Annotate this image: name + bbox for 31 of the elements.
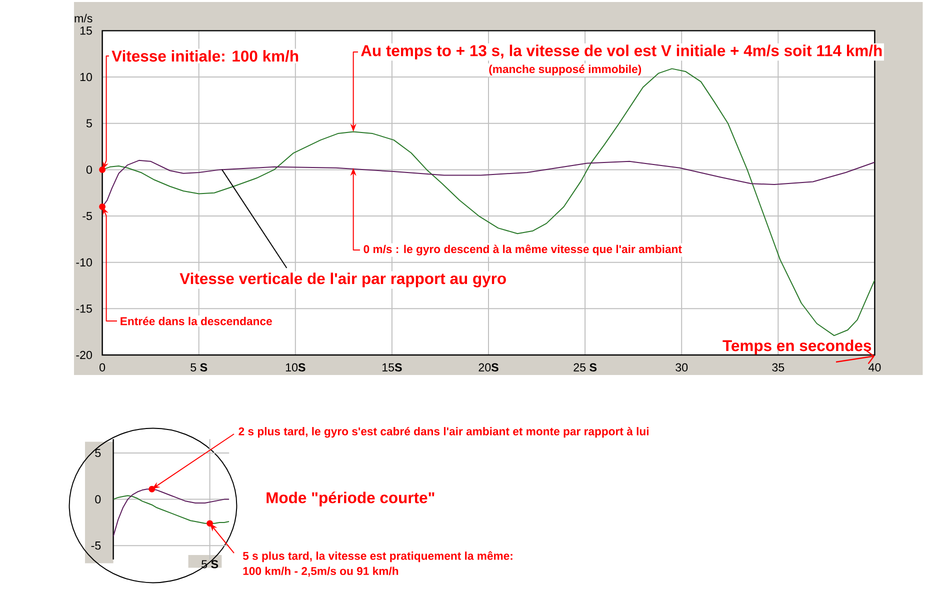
annotation: (manche supposé immobile) — [489, 64, 642, 76]
text: 2 s plus tard, le gyro s'est cabré dans l'air ambiant et monte par rapport à lui — [238, 426, 648, 438]
y-tick-label: -5 — [82, 212, 92, 220]
x-tick-label: 30 — [676, 363, 688, 372]
y-tick-label: -5 — [91, 542, 101, 550]
annotation: Au temps to + 13 s, la vitesse de vol est V initiale + 4m/s soit 114 km/h — [361, 44, 882, 60]
x-tick-label: 5 S — [190, 363, 208, 372]
x-tick-label: 10S — [286, 363, 306, 372]
x-tick-label: 25 S — [574, 363, 597, 372]
x-tick-label: 20S — [478, 363, 498, 372]
y-tick-label: 0 — [86, 166, 92, 174]
y-tick-label: 5 — [95, 448, 101, 458]
x-axis-title: Temps en secondes — [722, 340, 872, 354]
annotation: 0 m/s : le gyro descend à la même vitesse que l'air ambiant — [364, 244, 682, 256]
y-tick-label: -10 — [76, 258, 92, 266]
annotation: Vitesse initiale: 100 km/h — [112, 50, 298, 62]
y-tick-label: 5 — [86, 119, 92, 128]
y-tick-label: 10 — [80, 72, 92, 82]
annotation: 5 s plus tard, la vitesse est pratiquement la même: — [242, 551, 512, 562]
y-tick-label: -20 — [76, 350, 92, 360]
text: 100 km/h - 2,5m/s ou 91 km/h — [243, 566, 398, 577]
text: Mode "période courte" — [266, 492, 434, 506]
annotation: Vitesse verticale de l'air par rapport au gyro — [180, 272, 506, 288]
y-tick-label: 15 — [80, 26, 92, 35]
y-tick-label: 0 — [95, 495, 101, 504]
annotation: Entrée dans la descendance — [120, 316, 272, 326]
y-axis-title: m/s — [74, 14, 92, 22]
y-tick-label: -15 — [76, 304, 92, 313]
x-tick-label: 35 — [772, 363, 784, 372]
x-tick-label: 15S — [382, 363, 402, 372]
x-tick-label: 40 — [868, 363, 881, 372]
